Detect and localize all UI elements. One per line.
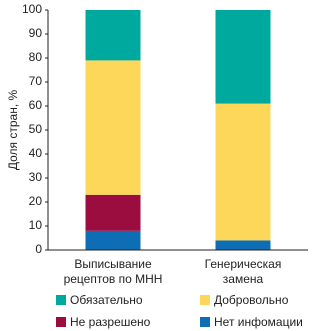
bar-segment xyxy=(215,103,271,241)
y-tick-label: 30 xyxy=(29,170,43,184)
y-tick-label: 100 xyxy=(22,2,42,16)
y-tick-label: 20 xyxy=(29,194,43,208)
legend-swatch xyxy=(200,317,210,327)
legend-swatch xyxy=(56,295,66,305)
y-tick-label: 10 xyxy=(29,218,43,232)
legend-label: Не разрешено xyxy=(70,315,151,329)
bar-segment xyxy=(85,230,141,250)
y-tick-label: 90 xyxy=(29,26,43,40)
legend-swatch xyxy=(56,317,66,327)
legend-swatch xyxy=(200,295,210,305)
legend-label: Обязательно xyxy=(70,293,143,307)
legend-label: Добровольно xyxy=(214,293,289,307)
x-tick-label: Выписывание рецептов по МНН xyxy=(63,257,163,286)
y-tick-label: 80 xyxy=(29,50,43,64)
bar-segment xyxy=(85,194,141,231)
bar-segment xyxy=(215,240,271,250)
x-tick-label: Генерическая замена xyxy=(204,257,282,286)
bar-segment xyxy=(85,10,141,61)
y-axis-label: Доля стран, % xyxy=(6,90,20,171)
y-tick-label: 40 xyxy=(29,146,43,160)
y-tick-label: 0 xyxy=(35,242,42,256)
y-tick-label: 60 xyxy=(29,98,43,112)
y-tick-label: 70 xyxy=(29,74,43,88)
legend-label: Нет инфомации xyxy=(214,315,303,329)
bar-segment xyxy=(85,60,141,195)
bar-segment xyxy=(215,10,271,104)
y-tick-label: 50 xyxy=(29,122,43,136)
